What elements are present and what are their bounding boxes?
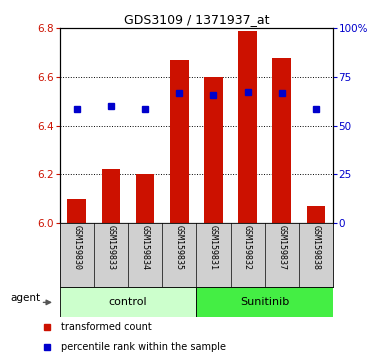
Bar [60,223,94,287]
Text: Sunitinib: Sunitinib [240,297,289,307]
Text: agent: agent [11,293,41,303]
Bar [170,60,189,223]
Bar [264,223,299,287]
Bar [162,223,196,287]
Text: GSM159831: GSM159831 [209,225,218,270]
Bar [196,223,231,287]
Bar [128,223,162,287]
Bar [60,287,196,317]
Text: GSM159837: GSM159837 [277,225,286,270]
Bar [204,77,223,223]
Bar [102,170,121,223]
Bar [67,199,86,223]
Title: GDS3109 / 1371937_at: GDS3109 / 1371937_at [124,13,269,26]
Bar [299,223,333,287]
Bar [94,223,128,287]
Text: GSM159834: GSM159834 [141,225,150,270]
Text: GSM159838: GSM159838 [311,225,320,270]
Text: control: control [109,297,147,307]
Bar [306,206,325,223]
Text: transformed count: transformed count [61,322,151,332]
Bar [272,57,291,223]
Bar [196,287,333,317]
Text: GSM159833: GSM159833 [106,225,115,270]
Text: percentile rank within the sample: percentile rank within the sample [61,342,226,352]
Text: GSM159835: GSM159835 [175,225,184,270]
Text: GSM159832: GSM159832 [243,225,252,270]
Bar [231,223,264,287]
Bar [136,174,154,223]
Bar [238,31,257,223]
Text: GSM159830: GSM159830 [72,225,81,270]
